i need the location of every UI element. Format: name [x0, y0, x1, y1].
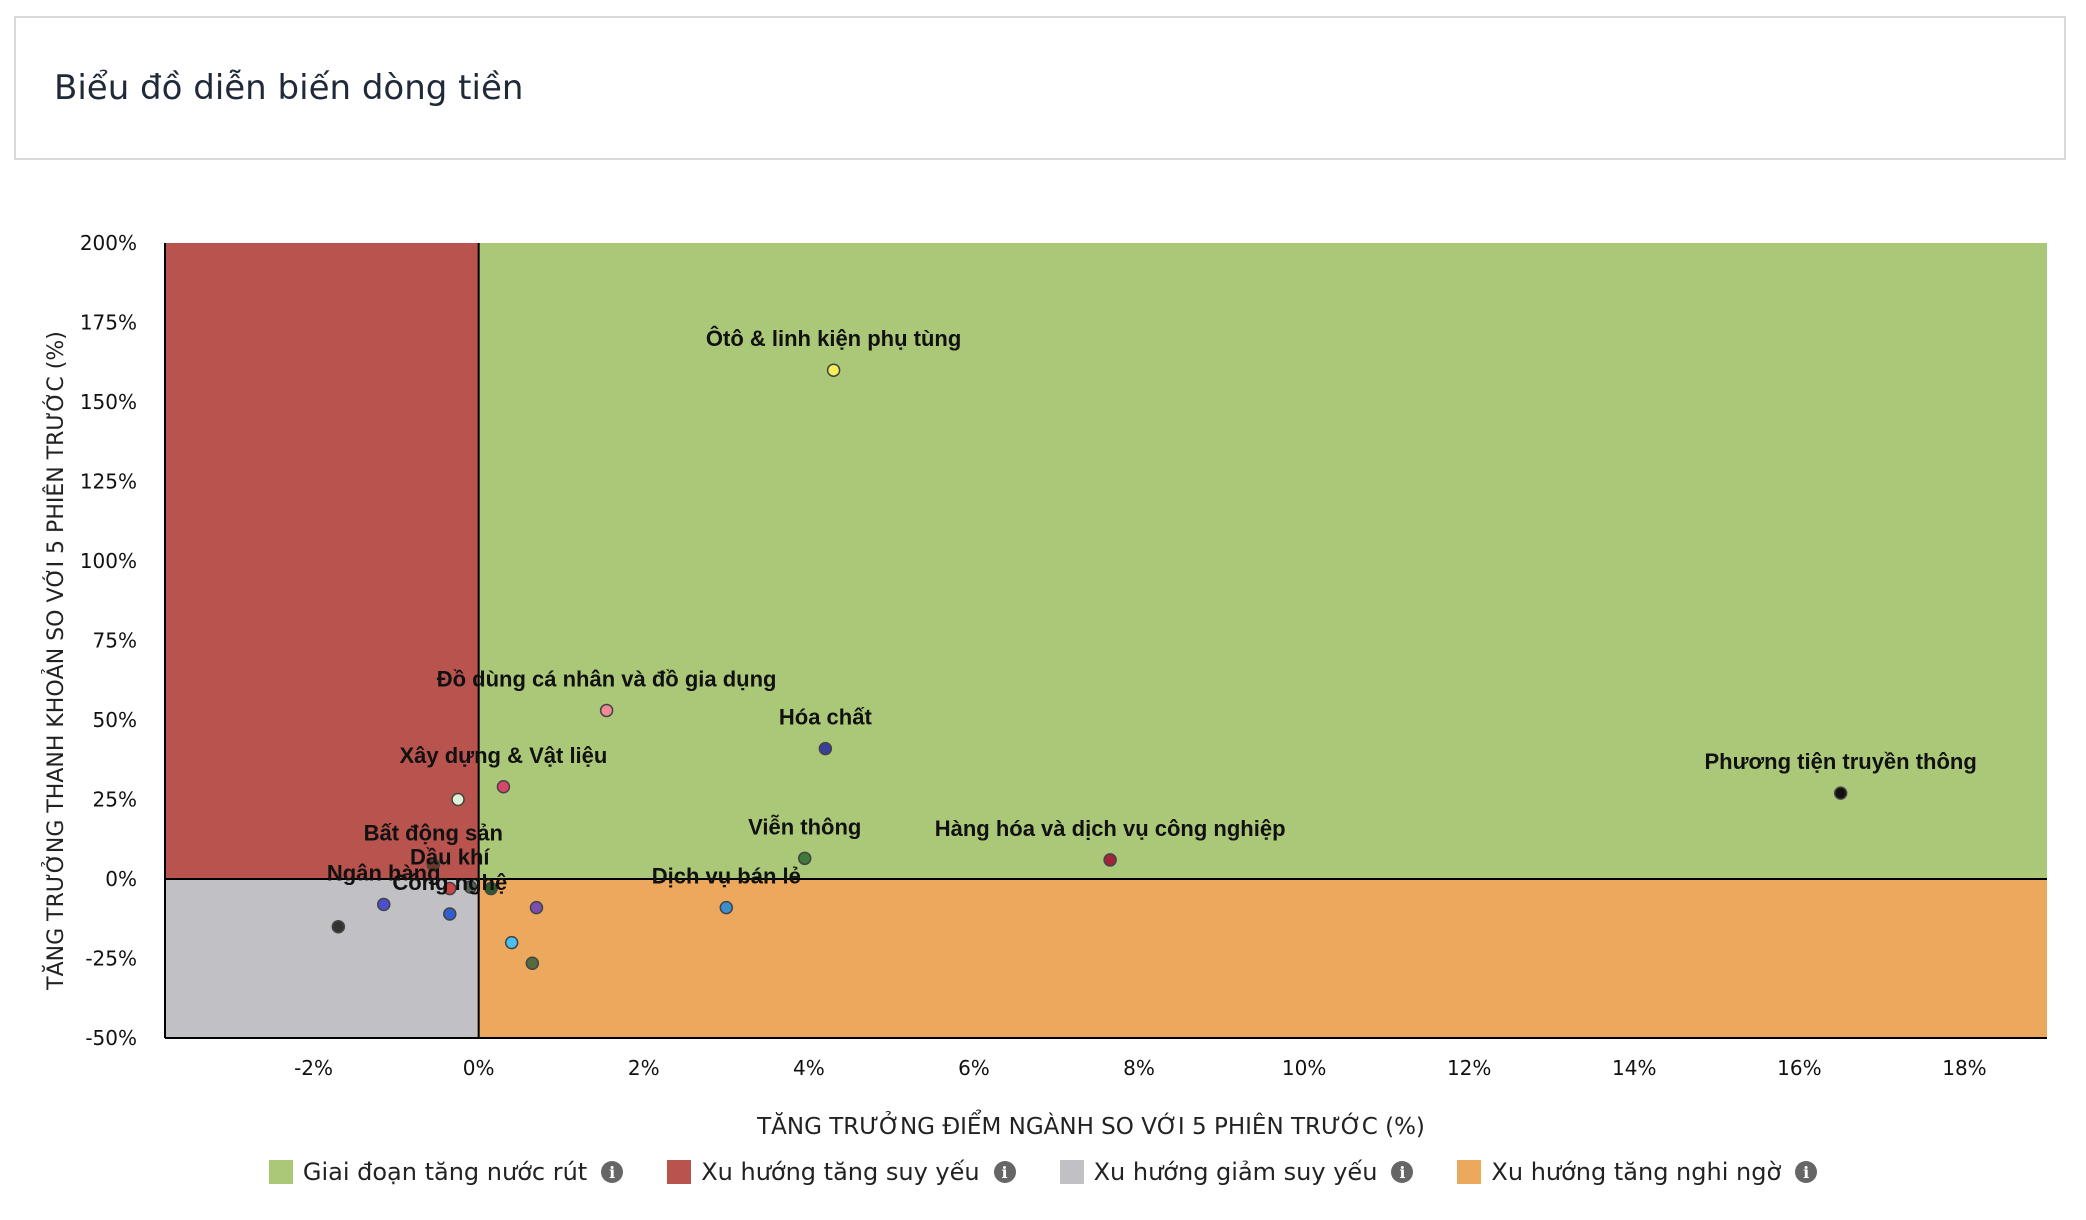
data-point [376, 897, 391, 912]
data-point [525, 956, 540, 971]
legend-item-doubtful-uptrend[interactable]: Xu hướng tăng nghi ngờ i [1457, 1158, 1818, 1186]
data-point [1833, 786, 1848, 800]
x-axis-title: TĂNG TRƯỞNG ĐIỂM NGÀNH SO VỚI 5 PHIÊN TR… [756, 1110, 1425, 1140]
data-point [818, 741, 833, 756]
y-tick-label: 25% [93, 788, 137, 812]
data-point [1103, 853, 1117, 867]
data-label: Phương tiện truyền thông [1704, 749, 1976, 774]
data-point [331, 919, 346, 934]
legend-label: Xu hướng tăng suy yếu [701, 1158, 980, 1186]
y-tick-label: 150% [80, 390, 137, 414]
data-label: Ôtô & linh kiện phụ tùng [706, 326, 961, 351]
legend-label: Xu hướng giảm suy yếu [1093, 1158, 1378, 1186]
legend-item-weak-uptrend[interactable]: Xu hướng tăng suy yếu i [667, 1158, 1016, 1186]
quadrant-0 [478, 243, 2048, 879]
scatter-chart: 200% 175% 150% 125% 100% 75% 50% 25% 0% -25% -50% -… [41, 231, 2048, 1140]
page-title: Biểu đồ diễn biến dòng tiền [54, 68, 524, 108]
x-tick-label: 10% [1282, 1056, 1326, 1080]
legend-item-weak-downtrend[interactable]: Xu hướng giảm suy yếu i [1059, 1158, 1414, 1186]
x-tick-label: 8% [1123, 1056, 1155, 1080]
data-point [529, 900, 544, 915]
y-tick-label: 125% [80, 470, 137, 494]
y-axis-title: TĂNG TRƯỞNG THANH KHOẢN SO VỚI 5 PHIÊN T… [41, 331, 69, 991]
data-label: Ngân hàng [327, 860, 441, 885]
legend-label: Giai đoạn tăng nước rút [302, 1158, 588, 1186]
data-label: Xây dựng & Vật liệu [399, 743, 607, 768]
y-tick-label: 75% [93, 629, 137, 653]
info-icon[interactable]: i [601, 1161, 624, 1183]
legend: Giai đoạn tăng nước rút i Xu hướng tăng … [0, 1158, 2086, 1186]
data-point [443, 881, 457, 896]
data-point [443, 907, 457, 921]
data-label: Bất động sản [364, 821, 503, 846]
legend-swatch [268, 1160, 293, 1184]
legend-swatch [1457, 1160, 1482, 1184]
x-tick-label: 16% [1777, 1056, 1821, 1080]
legend-swatch [1059, 1160, 1084, 1184]
legend-label: Xu hướng tăng nghi ngờ [1491, 1158, 1782, 1186]
data-label: Dầu khí [410, 845, 490, 870]
info-icon[interactable]: i [1795, 1161, 1818, 1183]
y-tick-label: -25% [85, 947, 137, 971]
info-icon[interactable]: i [993, 1161, 1016, 1183]
data-point [484, 881, 498, 896]
info-icon[interactable]: i [1391, 1161, 1414, 1183]
quadrant-3 [478, 879, 2048, 1038]
y-tick-label: -50% [85, 1026, 137, 1050]
data-point [463, 880, 478, 894]
y-tick-label: 200% [80, 231, 137, 255]
data-point [504, 935, 519, 950]
chart-title-card: Biểu đồ diễn biến dòng tiền [14, 16, 2066, 160]
x-tick-label: 6% [958, 1056, 990, 1080]
data-point [826, 363, 841, 377]
x-tick-label: 14% [1612, 1056, 1656, 1080]
x-tick-label: 4% [793, 1056, 825, 1080]
y-tick-label: 50% [93, 708, 137, 732]
data-label: Viễn thông [748, 814, 861, 839]
data-point [719, 900, 734, 915]
data-point [426, 857, 441, 872]
x-tick-label: -2% [294, 1056, 333, 1080]
quadrant-1 [165, 243, 479, 879]
y-tick-label: 175% [80, 311, 137, 335]
data-label: Công nghệ [392, 870, 507, 895]
data-label: Hàng hóa và dịch vụ công nghiệp [935, 816, 1286, 841]
y-tick-label: 0% [105, 867, 137, 891]
data-label: Dịch vụ bán lẻ [652, 864, 801, 889]
legend-swatch [667, 1160, 692, 1184]
x-tick-label: 2% [628, 1056, 660, 1080]
data-point [599, 703, 614, 718]
data-label: Đồ dùng cá nhân và đồ gia dụng [437, 666, 777, 691]
data-point [451, 792, 465, 807]
data-point [797, 851, 812, 866]
legend-item-sprint[interactable]: Giai đoạn tăng nước rút i [268, 1158, 624, 1186]
data-point [496, 780, 511, 794]
quadrant-2 [165, 879, 479, 1038]
data-label: Hóa chất [779, 705, 873, 730]
x-tick-label: 18% [1942, 1056, 1986, 1080]
y-tick-label: 100% [80, 549, 137, 573]
x-tick-label: 0% [463, 1056, 495, 1080]
x-tick-label: 12% [1447, 1056, 1491, 1080]
